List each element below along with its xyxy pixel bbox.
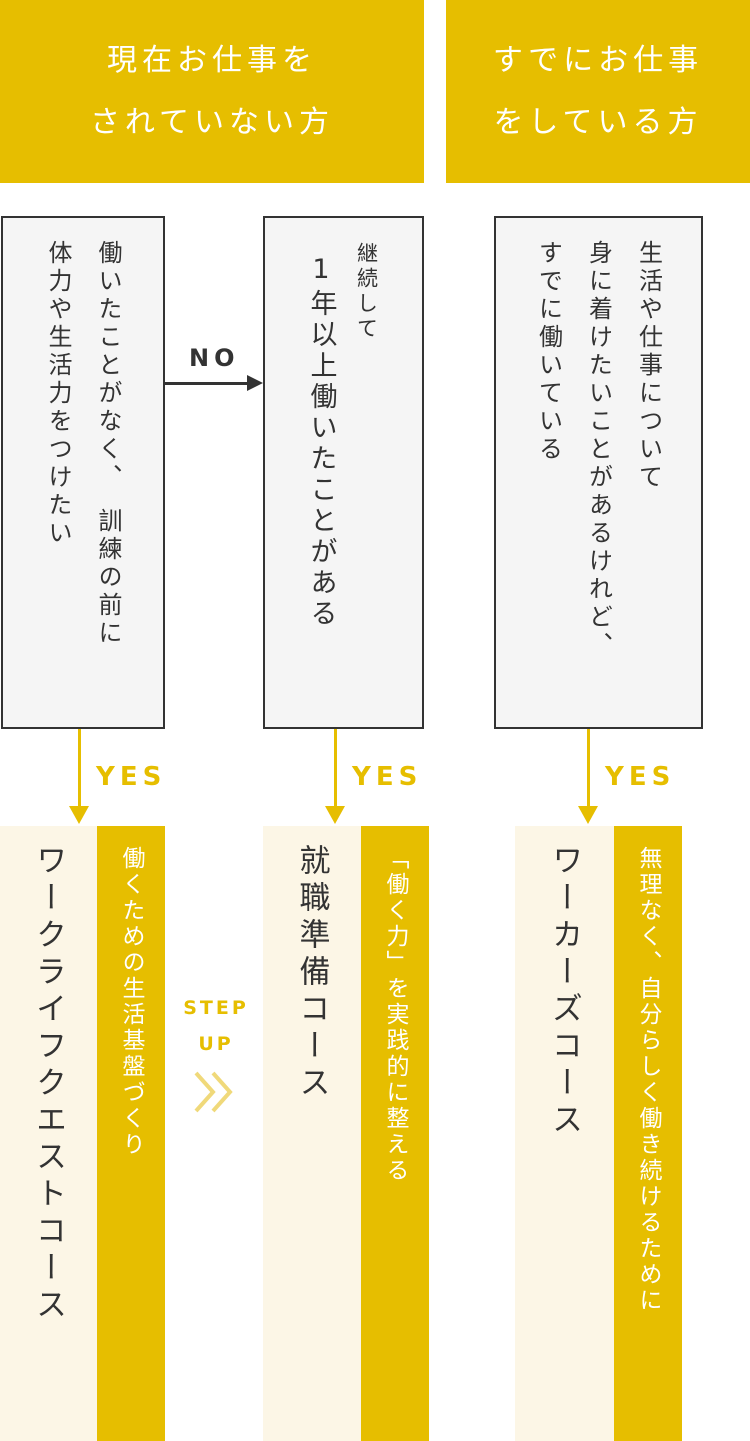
- course-subtitle-text: 働くための生活基盤づくり: [118, 846, 144, 1158]
- question-line: 体力や生活力をつけたい: [44, 240, 72, 548]
- course-title-text: 就職準備コース: [293, 844, 330, 1103]
- step-up-line: UP: [198, 1033, 234, 1055]
- question-line: 生活や仕事について: [634, 240, 663, 492]
- header-working: すでにお仕事 をしている方: [446, 0, 750, 183]
- question-line: 1年以上働いたことがある: [305, 254, 337, 630]
- question-line: 継続して: [354, 242, 379, 342]
- question-text: 継続して 1年以上働いたことがある: [298, 240, 390, 727]
- question-line: すでに働いている: [534, 240, 563, 464]
- header-line: すでにお仕事: [492, 42, 704, 78]
- course-subtitle-3: 無理なく、自分らしく働き続けるために: [614, 826, 682, 1441]
- course-title-1: ワークライフクエストコース: [0, 826, 97, 1441]
- question-text: 生活や仕事について 身に着けたいことがあるけれど、 すでに働いている: [524, 240, 674, 727]
- yes-label: YES: [352, 762, 423, 792]
- step-up-label: STEP UP: [176, 990, 256, 1062]
- no-arrow-line: [165, 382, 249, 385]
- course-subtitle-text: 無理なく、自分らしく働き続けるために: [635, 846, 661, 1314]
- question-box-2: 継続して 1年以上働いたことがある: [263, 216, 424, 729]
- yes-arrow-line: [334, 729, 337, 809]
- question-box-3: 生活や仕事について 身に着けたいことがあるけれど、 すでに働いている: [494, 216, 703, 729]
- course-title-text: ワークライフクエストコース: [30, 844, 66, 1325]
- yes-label: YES: [605, 762, 676, 792]
- course-title-2: 就職準備コース: [263, 826, 361, 1441]
- course-subtitle-1: 働くための生活基盤づくり: [97, 826, 165, 1441]
- yes-arrow-line: [78, 729, 81, 809]
- question-line: 働いたことがなく、 訓練の前に: [94, 240, 122, 648]
- course-title-3: ワーカーズコース: [515, 826, 614, 1441]
- arrow-down-icon: [578, 806, 598, 824]
- arrow-right-icon: [247, 375, 263, 391]
- step-up-line: STEP: [183, 997, 249, 1019]
- double-chevron-right-icon: [194, 1071, 233, 1113]
- course-title-text: ワーカーズコース: [546, 844, 582, 1140]
- no-label: NO: [189, 344, 240, 372]
- yes-arrow-line: [587, 729, 590, 809]
- question-box-1: 働いたことがなく、 訓練の前に 体力や生活力をつけたい: [1, 216, 165, 729]
- arrow-down-icon: [69, 806, 89, 824]
- header-line: されていない方: [89, 104, 335, 140]
- yes-label: YES: [96, 762, 167, 792]
- question-text: 働いたことがなく、 訓練の前に 体力や生活力をつけたい: [33, 240, 133, 727]
- header-not-working: 現在お仕事を されていない方: [0, 0, 424, 183]
- question-line: 身に着けたいことがあるけれど、: [584, 240, 613, 660]
- header-line: をしている方: [493, 104, 703, 140]
- header-line: 現在お仕事を: [107, 42, 317, 78]
- course-subtitle-text: 「働く力」を実践的に整える: [382, 846, 408, 1184]
- course-subtitle-2: 「働く力」を実践的に整える: [361, 826, 429, 1441]
- arrow-down-icon: [325, 806, 345, 824]
